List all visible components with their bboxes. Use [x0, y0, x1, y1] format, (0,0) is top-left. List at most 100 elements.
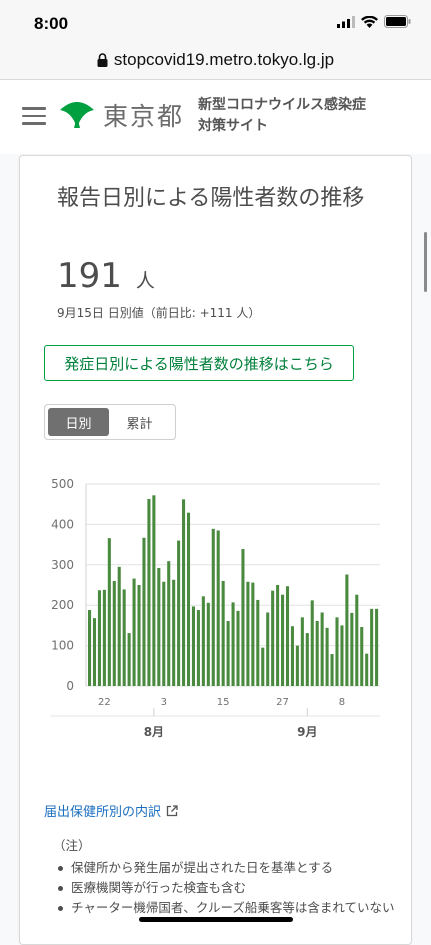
bar-7/29	[137, 585, 141, 686]
x-tick-label: 8	[339, 697, 345, 708]
bar-7/31	[147, 498, 151, 686]
y-tick-label: 0	[66, 679, 74, 693]
wifi-icon	[361, 15, 378, 28]
breakdown-link[interactable]: 届出保健所別の内訳	[44, 801, 178, 820]
bar-7/22	[102, 589, 106, 686]
breakdown-link-label[interactable]: 届出保健所別の内訳	[44, 805, 162, 820]
x-tick-label: 3	[161, 697, 167, 708]
note-item: チャーター機帰国者、クルーズ船乗客等は含まれていない	[53, 898, 395, 918]
note-item: 保健所から発生届が提出された日を基準とする	[53, 858, 395, 878]
external-link-icon	[166, 804, 178, 816]
daily-cumulative-toggle: 日別 累計	[44, 404, 176, 440]
x-tick-label: 22	[98, 697, 111, 708]
bar-9/10	[350, 612, 354, 686]
bar-9/1	[305, 633, 309, 686]
onset-date-link-button[interactable]: 発症日別による陽性者数の推移はこちら	[44, 345, 354, 381]
bar-8/10	[196, 610, 200, 686]
bar-9/13	[365, 653, 369, 686]
bar-8/5	[172, 579, 176, 686]
bar-8/19	[241, 549, 245, 686]
bar-9/6	[330, 654, 334, 686]
bar-8/16	[226, 620, 230, 686]
y-tick-label: 200	[51, 598, 74, 612]
bar-8/18	[236, 610, 240, 686]
bar-9/12	[360, 627, 364, 686]
battery-icon	[384, 15, 411, 28]
bar-9/15	[375, 608, 379, 686]
bar-8/13	[211, 528, 215, 686]
bar-9/8	[340, 625, 344, 686]
bar-8/7	[182, 499, 186, 686]
bar-8/15	[221, 580, 225, 686]
bar-8/26	[276, 585, 280, 686]
bar-8/23	[261, 647, 265, 686]
bar-8/14	[216, 530, 220, 686]
tokyo-logo-icon[interactable]	[58, 98, 96, 136]
daily-cases-chart: 0 100 200 300 400 500 22 3 15 27 8 8月 9月	[50, 477, 380, 739]
status-bar: 8:00	[0, 0, 431, 40]
status-icons	[337, 15, 411, 28]
toggle-daily[interactable]: 日別	[48, 408, 109, 436]
signal-icon	[337, 15, 355, 28]
logo-text[interactable]: 東京都	[103, 102, 185, 131]
bar-8/4	[167, 561, 171, 686]
y-tick-label: 400	[51, 517, 74, 531]
bar-8/30	[295, 645, 299, 686]
bar-9/2	[310, 600, 314, 686]
bar-8/1	[152, 495, 156, 686]
bar-8/25	[271, 590, 275, 686]
bar-8/11	[201, 596, 205, 686]
site-header: 東京都 新型コロナウイルス感染症 対策サイト	[0, 80, 431, 154]
card-title: 報告日別による陽性者数の推移	[57, 186, 365, 211]
bar-7/30	[142, 537, 146, 686]
status-time: 8:00	[34, 14, 69, 33]
month-label: 9月	[297, 725, 317, 739]
bar-8/28	[285, 586, 290, 686]
bar-8/8	[186, 512, 191, 686]
site-title-line2: 対策サイト	[198, 118, 268, 134]
bar-8/9	[191, 606, 195, 686]
y-tick-label: 100	[51, 639, 74, 653]
bar-7/19	[88, 610, 92, 686]
address-bar[interactable]: stopcovid19.metro.tokyo.lg.jp	[0, 40, 431, 80]
bar-7/21	[97, 590, 101, 686]
bar-9/11	[355, 594, 359, 686]
bar-8/21	[251, 582, 255, 686]
bar-7/28	[132, 578, 136, 686]
bar-9/7	[335, 617, 339, 686]
bar-9/14	[370, 608, 374, 686]
menu-icon[interactable]	[22, 107, 46, 125]
bar-7/26	[122, 589, 126, 686]
bar-7/27	[127, 633, 131, 686]
case-count-value: 191	[57, 256, 122, 296]
bar-8/24	[266, 612, 270, 686]
home-indicator[interactable]	[139, 917, 293, 922]
bar-8/17	[231, 602, 235, 686]
bar-9/3	[315, 620, 319, 686]
site-title: 新型コロナウイルス感染症 対策サイト	[198, 95, 366, 137]
bar-9/4	[320, 612, 324, 686]
notes-heading: （注）	[53, 838, 91, 853]
bar-8/2	[157, 568, 161, 686]
bar-8/29	[290, 626, 294, 686]
bar-7/23	[107, 538, 111, 686]
lock-icon	[97, 52, 108, 67]
toggle-cumulative[interactable]: 累計	[126, 416, 153, 432]
y-tick-label: 300	[51, 558, 74, 572]
case-count: 191 人	[57, 256, 155, 296]
url-text[interactable]: stopcovid19.metro.tokyo.lg.jp	[113, 49, 335, 69]
chart-bars	[88, 495, 379, 686]
bar-8/22	[256, 599, 260, 686]
notes: （注） 保健所から発生届が提出された日を基準とする 医療機関等が行った検査も含む…	[53, 836, 395, 918]
y-tick-label: 500	[51, 477, 74, 491]
bar-8/3	[162, 581, 166, 686]
case-count-unit: 人	[135, 270, 155, 292]
scrollbar[interactable]	[424, 232, 427, 292]
bar-9/5	[325, 627, 329, 686]
notes-list: 保健所から発生届が提出された日を基準とする 医療機関等が行った検査も含む チャー…	[53, 858, 395, 918]
bar-8/12	[206, 602, 210, 686]
bar-9/9	[345, 574, 349, 686]
month-label: 8月	[144, 725, 164, 739]
bar-8/31	[300, 617, 304, 686]
bar-7/24	[112, 580, 116, 686]
